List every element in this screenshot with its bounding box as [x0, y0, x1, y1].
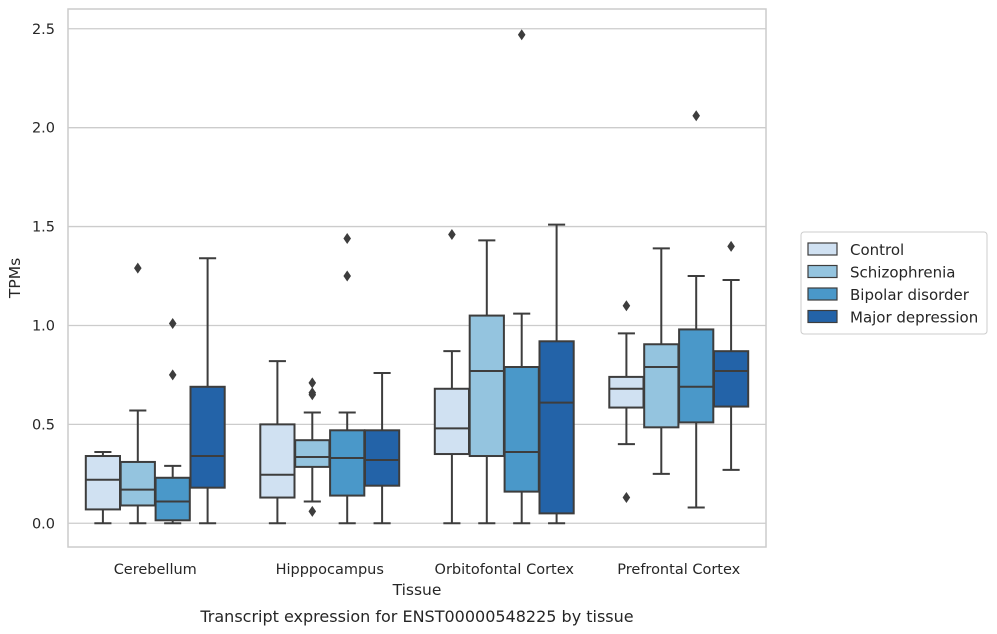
outlier-point	[343, 232, 351, 244]
box-iqr	[538, 340, 575, 515]
box-0-2	[154, 317, 191, 525]
box-3-3	[712, 240, 750, 471]
y-tick-label: 0.5	[32, 417, 55, 433]
outlier-point	[308, 389, 317, 401]
x-axis-ticks: Cerebellum Hipppocampus Orbitofontal Corte…	[114, 562, 741, 578]
x-tick-label: Prefrontal Cortex	[617, 562, 740, 578]
box-iqr	[154, 476, 191, 522]
y-tick-label: 0.0	[32, 516, 55, 532]
outlier-point	[692, 110, 700, 122]
box-0-1	[119, 262, 156, 525]
y-tick-label: 2.0	[32, 121, 55, 137]
x-axis-label: Tissue	[392, 581, 442, 599]
box-2-0	[433, 228, 471, 525]
legend-label: Control	[850, 241, 904, 259]
legend: Control Schizophrenia Bipolar disorder Majo…	[800, 231, 988, 335]
legend-label: Bipolar disorder	[850, 286, 970, 304]
box-iqr	[712, 350, 750, 408]
box-3-2	[678, 110, 715, 509]
outlier-point	[168, 369, 177, 381]
box-iqr	[119, 460, 156, 507]
legend-swatch	[807, 264, 838, 279]
box-1-2	[329, 232, 366, 525]
box-2-2	[503, 29, 540, 525]
legend-swatch	[807, 242, 838, 256]
box-iqr	[678, 328, 715, 424]
y-tick-label: 2.5	[32, 22, 55, 38]
y-tick-label: 1.5	[32, 220, 55, 236]
outlier-point	[622, 492, 631, 504]
legend-label: Schizophrenia	[850, 264, 955, 282]
y-axis-ticks: 0.0 0.5 1.0 1.5 2.0 2.5	[32, 22, 55, 532]
box-0-0	[84, 451, 122, 525]
legend-label: Major depression	[850, 309, 978, 327]
box-iqr	[503, 366, 540, 493]
legend-frame	[800, 231, 988, 335]
legend-swatch	[807, 309, 838, 324]
box-iqr	[294, 439, 331, 468]
plot-frame	[67, 8, 767, 548]
y-tick-label: 1.0	[32, 318, 55, 334]
box-iqr	[608, 375, 645, 409]
box-iqr	[363, 429, 401, 487]
outlier-point	[168, 317, 177, 329]
outlier-point	[517, 29, 526, 41]
outlier-point	[134, 262, 142, 274]
box-1-1	[294, 377, 331, 517]
box-iqr	[259, 423, 296, 499]
box-iqr	[84, 455, 122, 511]
y-axis-label: TPMs	[6, 258, 24, 299]
box-iqr	[433, 387, 471, 456]
box-3-1	[643, 247, 680, 475]
box-1-0	[259, 360, 296, 525]
box-0-3	[189, 257, 226, 525]
box-iqr	[643, 343, 680, 429]
box-iqr	[189, 385, 226, 489]
x-tick-label: Orbitofontal Cortex	[435, 562, 575, 578]
x-tick-label: Cerebellum	[114, 562, 197, 578]
box-1-3	[363, 371, 401, 525]
grid-lines	[68, 28, 766, 524]
box-iqr	[468, 314, 505, 458]
box-3-0	[608, 300, 645, 504]
box-iqr	[329, 429, 366, 497]
outlier-point	[622, 300, 631, 312]
box-2-3	[538, 223, 575, 525]
box-2-1	[468, 239, 505, 525]
legend-swatch	[807, 287, 838, 301]
x-tick-label: Hipppocampus	[276, 562, 384, 578]
outlier-point	[448, 228, 456, 240]
box-groups	[84, 29, 750, 525]
outlier-point	[727, 240, 735, 252]
outlier-point	[308, 505, 317, 517]
outlier-point	[343, 270, 351, 282]
chart-caption: Transcript expression for ENST0000054822…	[199, 607, 633, 626]
outlier-point	[308, 377, 317, 389]
